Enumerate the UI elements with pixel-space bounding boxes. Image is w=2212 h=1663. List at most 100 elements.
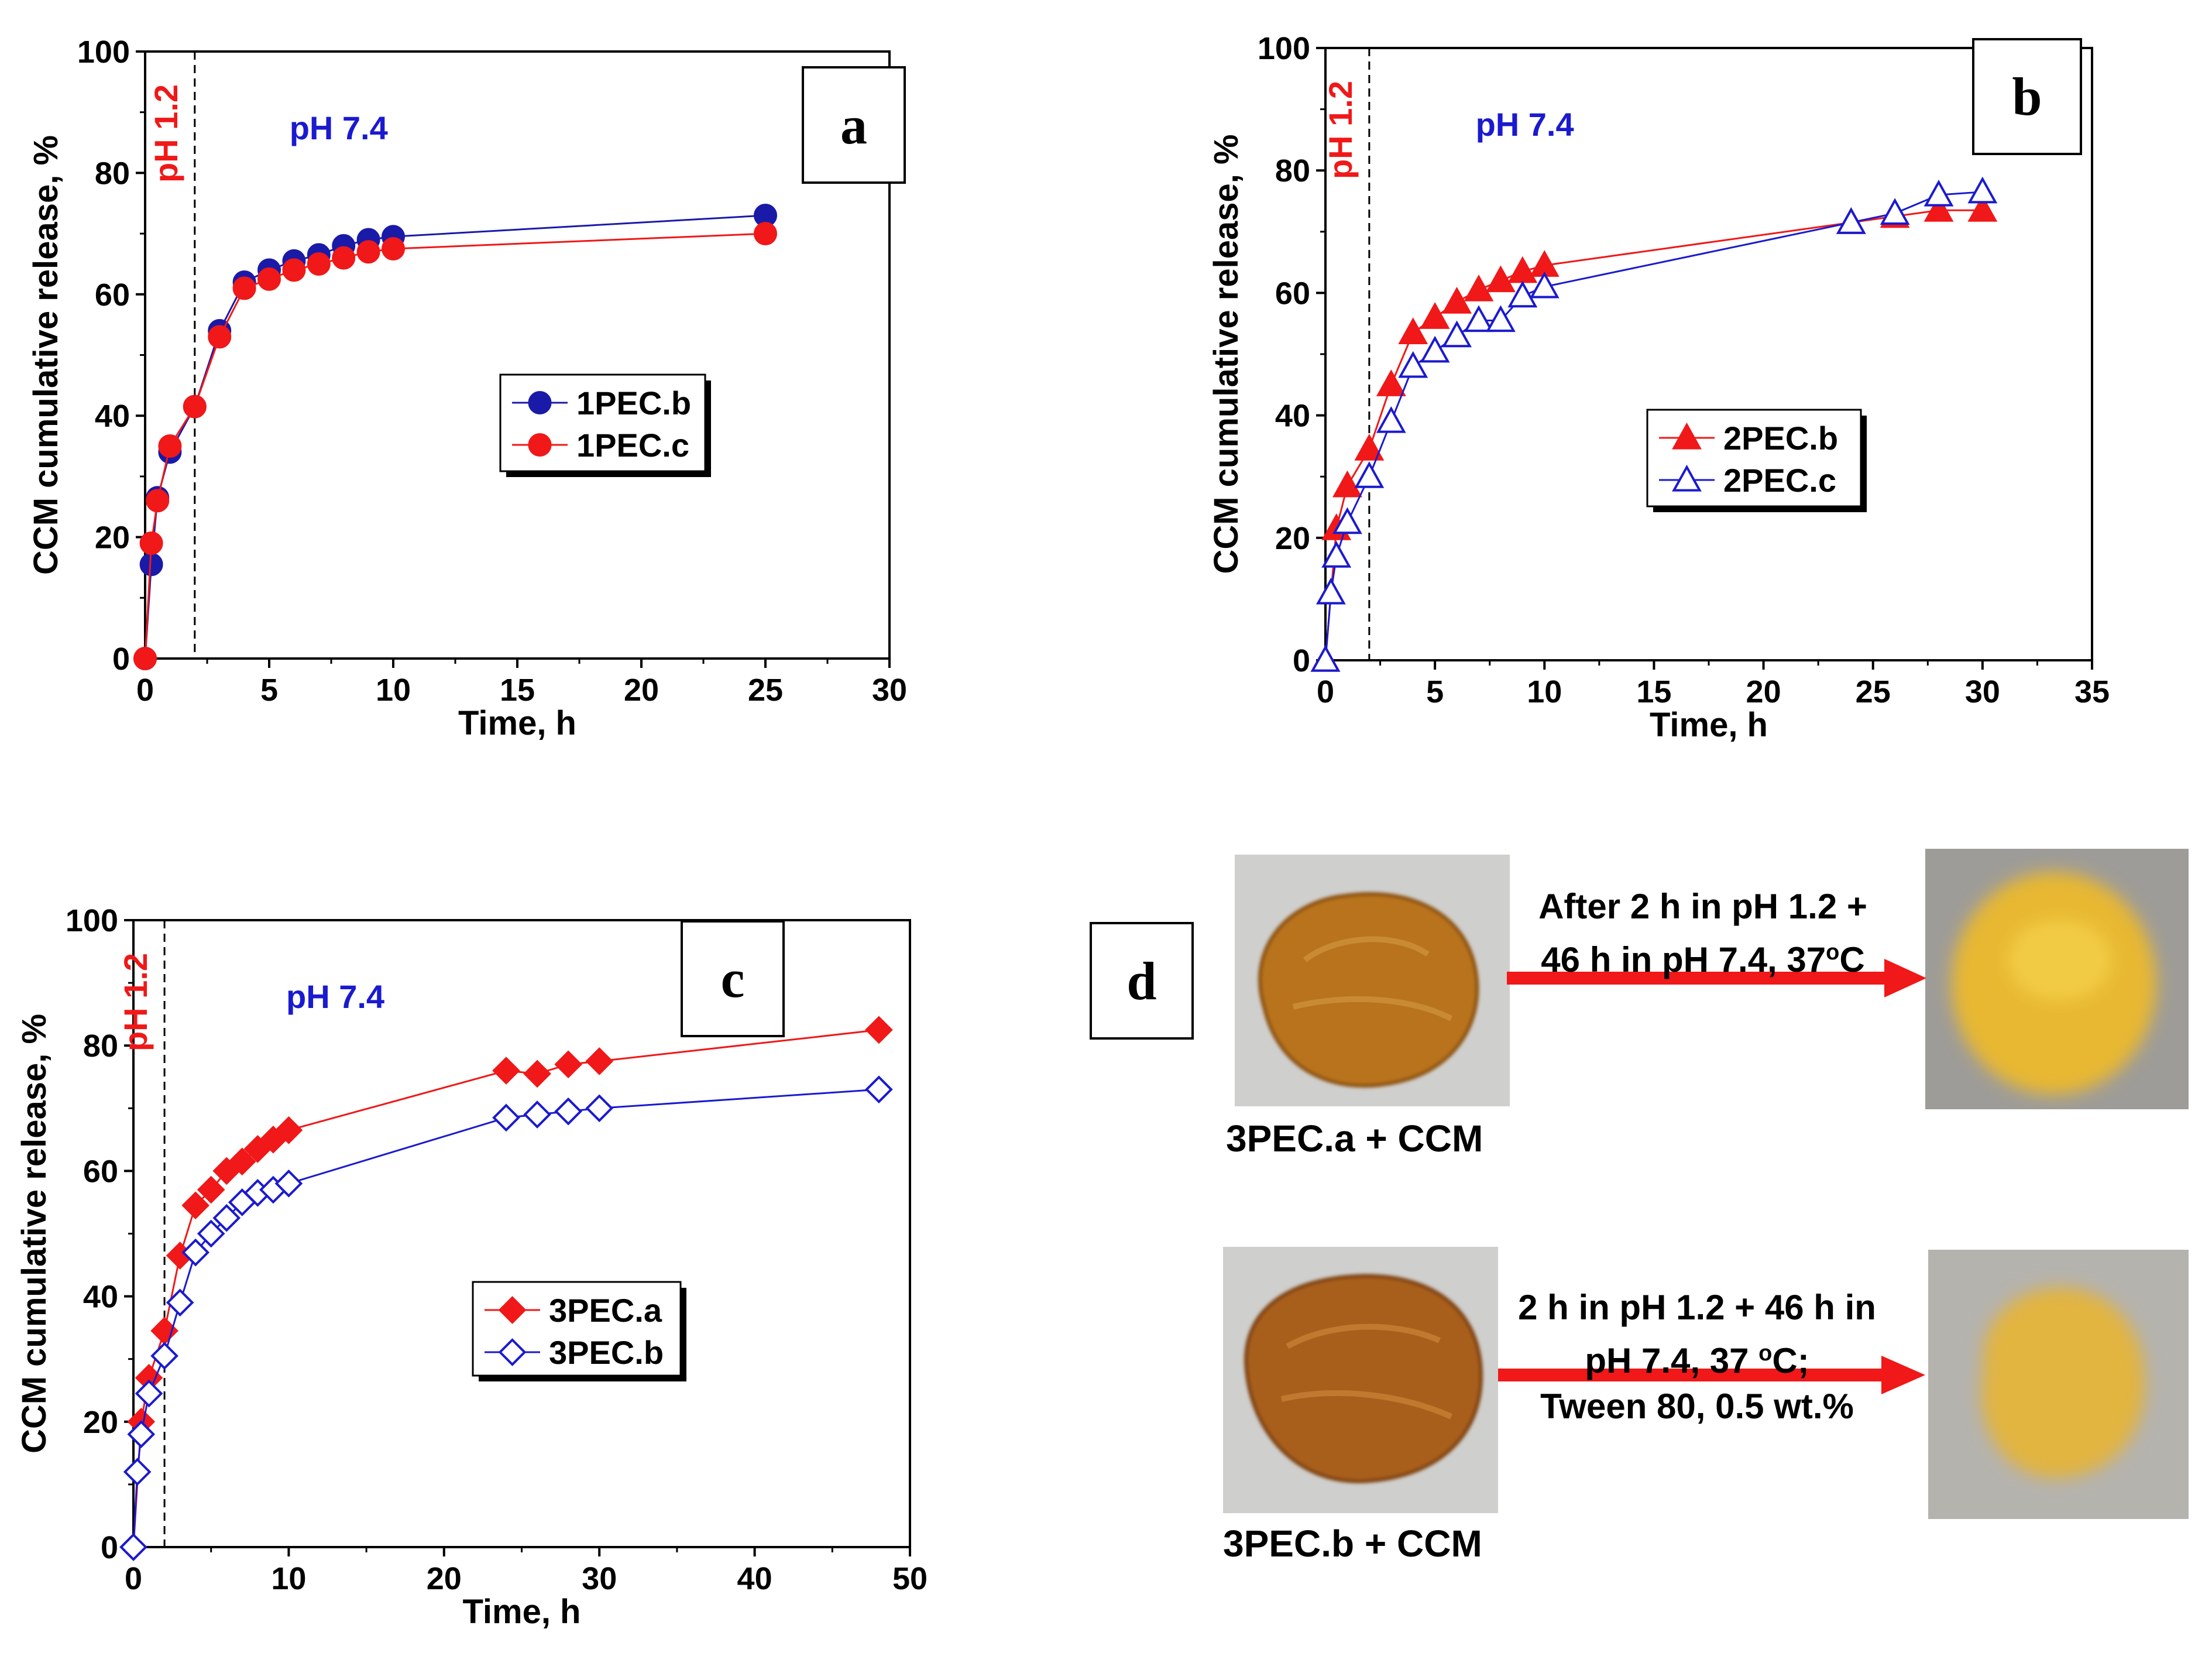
chart-b-series-2pec-b [1310,195,1998,672]
chart-b-y-tick-label: 100 [1258,31,1310,66]
chart-b-legend-marker [1672,464,1702,492]
chart-a-series-1pec-c-point [139,531,163,555]
arrow-2-caption-line2-text: pH 7.4, 37 [1585,1341,1759,1380]
chart-b-series-2pec-c-point [1836,207,1866,234]
chart-a-x-tick-label: 10 [376,673,411,708]
chart-a-series-1pec-c-point [257,267,281,291]
chart-c-x-tick-label: 40 [737,1561,772,1596]
arrow-2 [1498,1356,1925,1394]
chart-b-series-2pec-c-point [1529,271,1560,299]
chart-c-series-3pec-b-point [127,1420,156,1449]
chart-a-ph-neutral-label: pH 7.4 [290,109,388,146]
arrow-2-caption: 2 h in pH 1.2 + 46 h in pH 7.4, 37 oC; T… [1481,1285,1914,1429]
chart-a-x-tick-label: 30 [872,673,907,708]
chart-a-y-tick-label: 80 [95,156,130,191]
chart-b-series-2pec-c-point [1507,280,1538,308]
chart-b-x-tick-label: 25 [1856,674,1891,709]
photo-swollen-a-highlight [2007,919,2113,1001]
chart-b-legend-label: 2PEC.b [1723,420,1838,457]
chart-c-series-3pec-b-point [274,1169,303,1198]
chart-a-x-axis-label: Time, h [458,704,576,742]
chart-c-series-3pec-a-point [181,1191,209,1220]
chart-b-series-2pec-c-point [1315,577,1346,605]
chart-b-x-tick-label: 10 [1527,674,1562,709]
chart-c-legend-label: 3PEC.b [549,1334,664,1371]
chart-a-series-1pec-c-point [356,240,380,264]
arrow-1-caption-degree: o [1826,940,1840,965]
chart-b-series-2pec-c [1310,176,1998,672]
chart-a-y-tick-label: 60 [95,277,130,313]
arrow-2-caption-degree: o [1758,1341,1773,1366]
chart-c-ph-neutral-label: pH 7.4 [286,978,384,1015]
chart-a-x-tick-label: 20 [624,673,659,708]
arrow-1-caption-line2-text: 46 h in pH 7.4, 37 [1541,940,1826,979]
chart-c-x-tick-label: 50 [892,1561,928,1596]
chart-c-series-3pec-b-point [123,1458,152,1486]
chart-c-y-tick-label: 80 [83,1028,118,1064]
chart-c-x-tick-label: 0 [125,1561,142,1596]
photo-2-label: 3PEC.b + CCM [1223,1523,1482,1565]
chart-c-series-3pec-a-point [585,1047,614,1075]
chart-b-y-tick-label: 40 [1275,399,1310,434]
chart-b-series-2pec-c-point [1880,198,1910,225]
chart-b-series-2pec-b-point [1420,302,1450,329]
chart-b-series-2pec-c-point [1310,644,1341,672]
chart-c-x-tick-label: 20 [427,1561,462,1596]
chart-c-x-tick-label: 10 [271,1561,306,1596]
arrow-1 [1507,959,1926,997]
arrow-1-caption: After 2 h in pH 1.2 + 46 h in pH 7.4, 37… [1498,884,1908,983]
chart-b-series-2pec-c-point [1924,179,1954,207]
chart-a-series-1pec-c-point [332,246,356,270]
chart-a-x-tick-label: 5 [260,673,278,708]
arrow-1-caption-line1: After 2 h in pH 1.2 + [1538,887,1867,926]
chart-b-x-tick-label: 20 [1746,674,1781,709]
arrow-1-head [1884,959,1926,997]
panel-tag-c: c [681,920,785,1037]
chart-c-legend-marker [498,1296,527,1324]
chart-b-ph-neutral-label: pH 7.4 [1476,106,1574,143]
chart-b-series-2pec-b-point [1354,434,1385,461]
chart-a-series-1pec-c-point [307,252,331,276]
chart-c-y-tick-label: 40 [83,1280,118,1315]
chart-a-legend-label: 1PEC.b [576,385,691,421]
chart-c-series-3pec-b-point [135,1379,163,1408]
chart-b-series-2pec-c-point [1464,305,1494,332]
chart-c-series-3pec-b-point [523,1100,551,1129]
chart-b-series-2pec-b-point [1332,470,1362,498]
chart-a-series-1pec-c [133,222,777,670]
chart-c-series-3pec-a-point [492,1057,520,1085]
chart-a-y-tick-label: 100 [77,35,130,70]
chart-b-series-2pec-b-point [1464,275,1494,301]
chart-b-series-2pec-c-point [1420,335,1450,363]
arrow-1-caption-line2: 46 h in pH 7.4, 37oC [1498,930,1908,983]
chart-a-series-1pec-c-point [183,395,207,419]
chart-a-plot-frame [144,50,891,660]
chart-c-series-3pec-b-point [181,1238,209,1267]
chart-b-series-2pec-c-point [1442,320,1472,348]
chart-c-y-tick-label: 20 [83,1405,118,1440]
chart-a-legend-label: 1PEC.c [576,427,689,464]
chart-c-series-3pec-a-point [554,1050,582,1079]
chart-a-series-1pec-c-point [232,276,256,300]
chart-a-x-tick-label: 15 [500,673,535,708]
chart-b-series-2pec-c-point [1354,461,1385,488]
photo-swollen-b-pellet [1981,1287,2145,1479]
chart-a-series-1pec-c-point [382,237,405,261]
chart-c-series-3pec-b-point [150,1342,178,1370]
chart-c-legend: 3PEC.a 3PEC.b [472,1281,686,1381]
chart-b-y-tick-label: 0 [1293,643,1310,678]
chart-a-y-tick-label: 0 [112,642,130,677]
chart-b-series-2pec-c-point [1321,541,1352,568]
photo-dry-b-texture [1280,1323,1453,1419]
chart-b-series-2pec-b-point [1376,369,1406,396]
chart-b-legend-marker [1672,422,1702,450]
chart-a-legend-marker [528,391,552,414]
chart-b-y-tick-label: 80 [1275,153,1310,188]
arrow-2-head [1881,1356,1925,1394]
chart-b-x-tick-label: 35 [2074,674,2110,709]
chart-c-ph-acid-label: pH 1.2 [117,953,154,1051]
chart-c-series-3pec-b-point [197,1219,225,1248]
chart-c-x-tick-label: 30 [582,1561,617,1596]
